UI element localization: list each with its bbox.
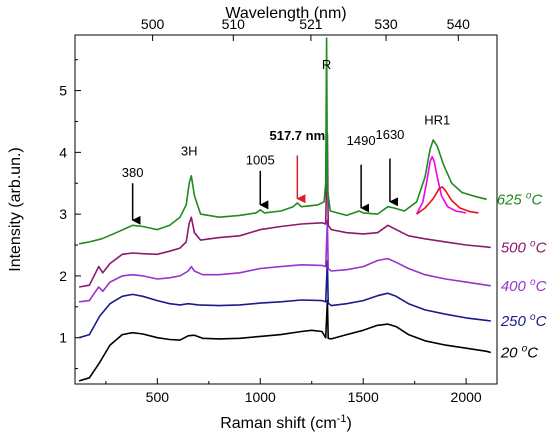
annotation-label: 1630 [375,127,404,142]
annotation-label: 1490 [347,133,376,148]
y-tick-label: 4 [59,144,67,160]
y-axis-title: Intensity (arb.un.) [7,147,24,272]
series-label: 250 oC [500,312,547,330]
y-tick-label: 5 [59,83,67,99]
annotation-label: 380 [122,165,144,180]
series-line [415,155,467,215]
series-label: 500 oC [501,238,547,256]
series-label: 625 oC [497,190,543,208]
series-label: 400 oC [501,277,547,295]
top-tick-label: 540 [447,16,471,32]
annotation-label: R [322,57,331,72]
top-tick-label: 521 [299,16,323,32]
series-label: 20 oC [500,343,538,361]
series-line [416,186,479,215]
series-line [79,219,491,303]
top-tick-label: 530 [374,16,398,32]
x-tick-label: 2000 [451,389,482,405]
annotation-label: 517.7 nm [269,128,325,143]
x-tick-label: 1000 [245,389,276,405]
x-tick-label: 500 [146,389,170,405]
series-line [78,259,491,339]
y-tick-label: 2 [59,268,67,284]
series-line [78,37,487,245]
y-tick-label: 1 [59,330,67,346]
top-axis-title: Wavelength (nm) [225,5,346,22]
y-tick-label: 3 [59,206,67,222]
series-line [78,299,492,382]
annotation-label: HR1 [424,113,450,128]
series-line [78,133,491,288]
top-tick-label: 500 [141,16,165,32]
top-tick-label: 510 [222,16,246,32]
x-axis-title: Raman shift (cm-1) [220,413,352,432]
plot-frame [74,34,498,385]
annotation-label: 1005 [246,153,275,168]
annotation-label: 3H [181,143,198,158]
x-tick-label: 1500 [348,389,379,405]
